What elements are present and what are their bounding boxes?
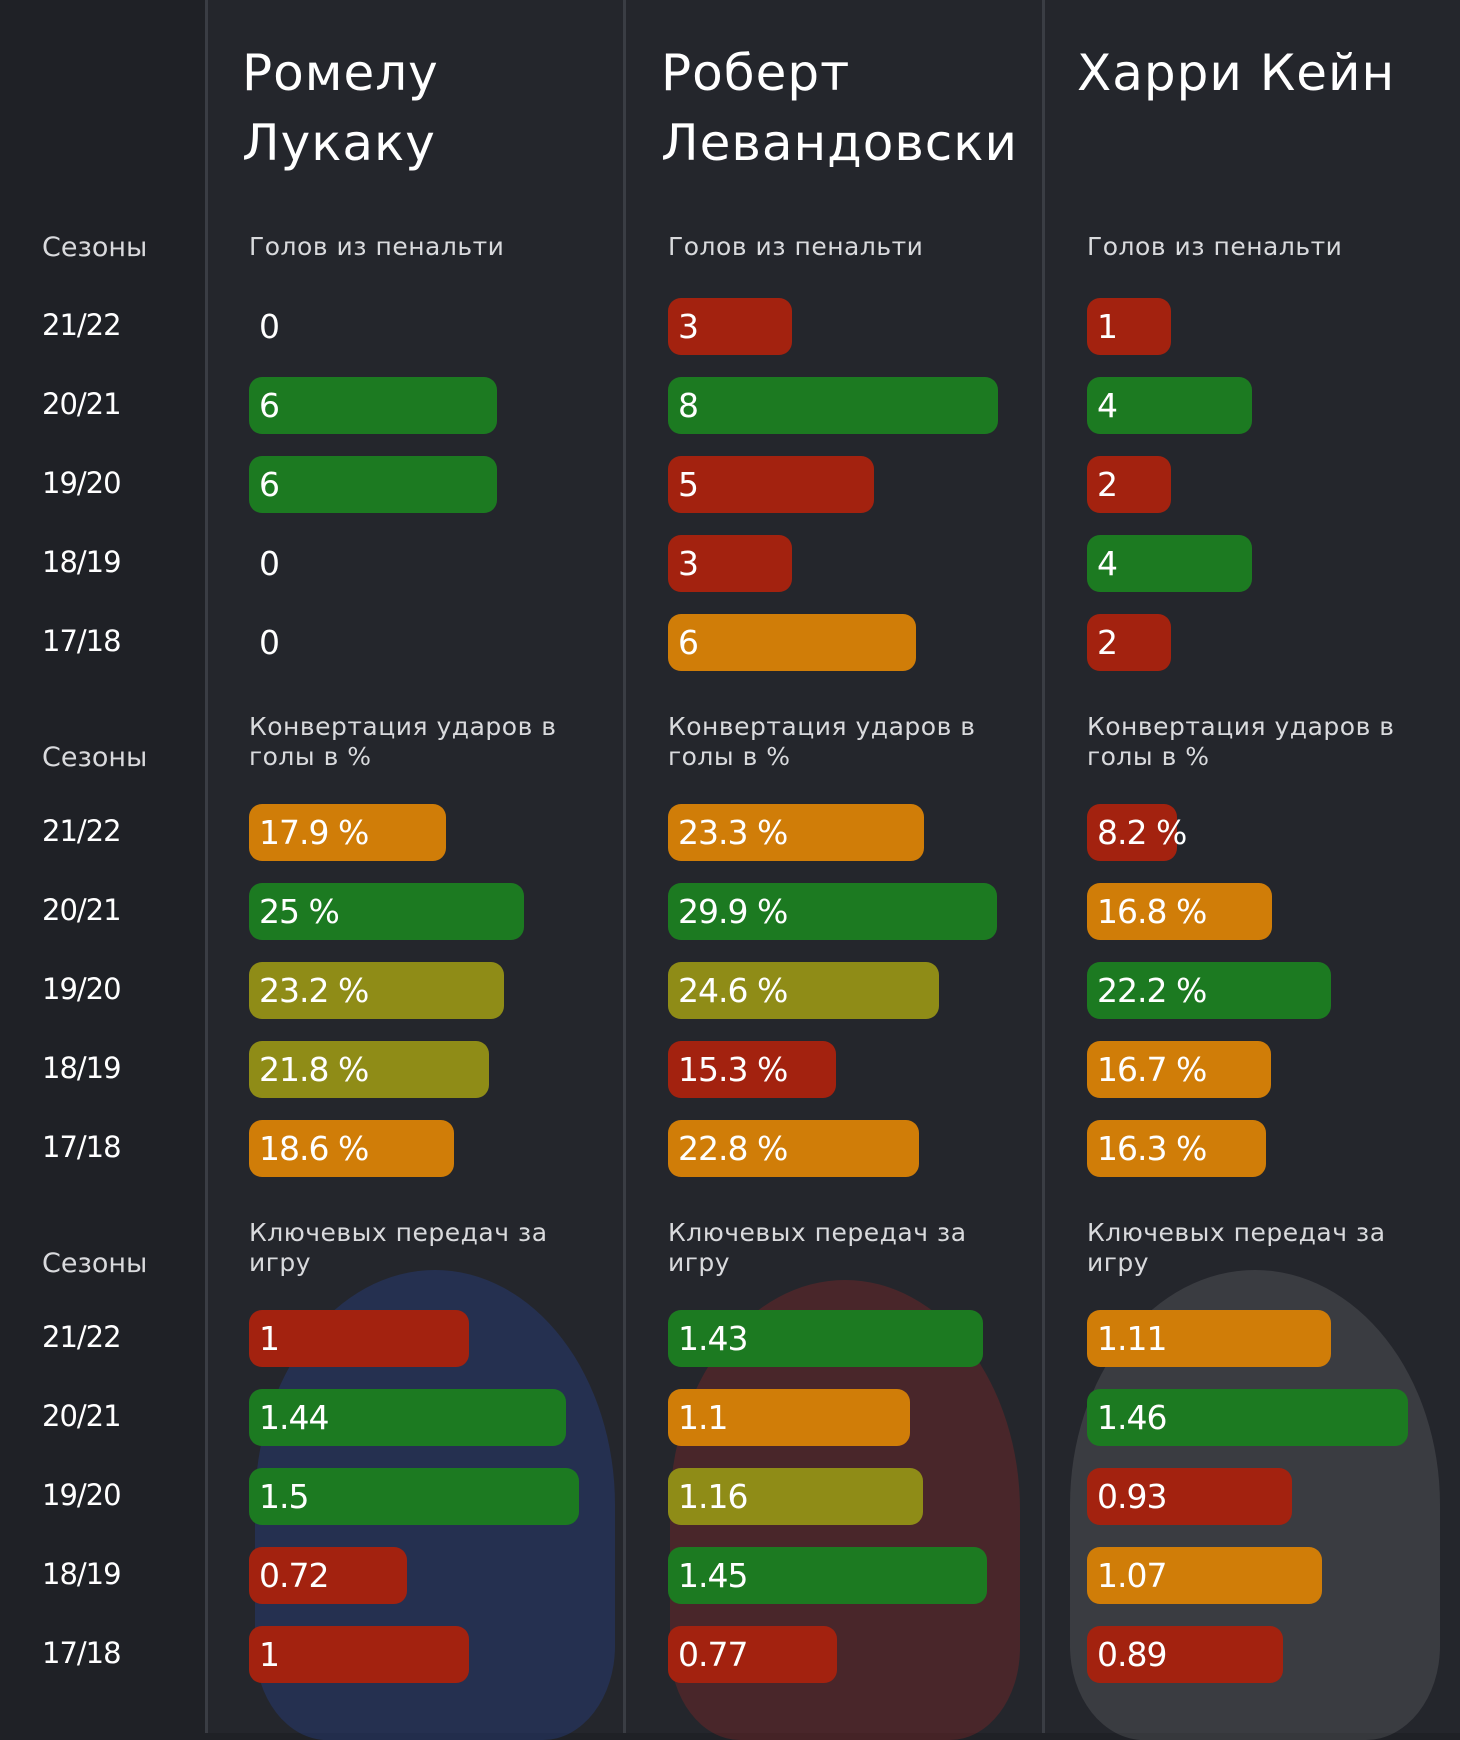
column-divider	[623, 0, 626, 1733]
stat-bar: 23.3 %	[668, 804, 924, 861]
stat-bar: 2	[1087, 456, 1171, 513]
season-label: 18/19	[42, 1557, 122, 1591]
stat-bar: 1	[1087, 298, 1171, 355]
stat-bar: 22.2 %	[1087, 962, 1331, 1019]
season-header: Сезоны	[42, 232, 148, 263]
stat-bar: 6	[249, 456, 497, 513]
stat-bar: 1.1	[668, 1389, 910, 1446]
season-label: 17/18	[42, 1636, 122, 1670]
metric-title: Ключевых передач за игру	[249, 1218, 548, 1277]
metric-title: Голов из пенальти	[1087, 232, 1343, 261]
stat-bar: 25 %	[249, 883, 524, 940]
season-label: 21/22	[42, 308, 122, 342]
stat-bar: 22.8 %	[668, 1120, 919, 1177]
metric-title: Голов из пенальти	[249, 232, 505, 261]
metric-title: Голов из пенальти	[668, 232, 924, 261]
stat-bar: 0.89	[1087, 1626, 1283, 1683]
stat-bar: 4	[1087, 535, 1252, 592]
stat-bar: 1.43	[668, 1310, 983, 1367]
stat-bar: 1.07	[1087, 1547, 1322, 1604]
stat-bar: 1.5	[249, 1468, 579, 1525]
stat-bar: 1	[249, 1310, 469, 1367]
season-label: 19/20	[42, 972, 122, 1006]
stat-bar: 29.9 %	[668, 883, 997, 940]
season-label: 19/20	[42, 1478, 122, 1512]
stat-bar: 18.6 %	[249, 1120, 454, 1177]
stat-bar: 8.2 %	[1087, 804, 1187, 861]
stat-bar: 16.8 %	[1087, 883, 1272, 940]
metric-title: Ключевых передач за игру	[1087, 1218, 1386, 1277]
stat-bar: 8	[668, 377, 998, 434]
column-divider	[205, 0, 208, 1733]
season-label: 20/21	[42, 1399, 122, 1433]
stat-bar: 6	[668, 614, 916, 671]
stat-bar: 1.44	[249, 1389, 566, 1446]
season-label: 20/21	[42, 893, 122, 927]
stat-bar: 6	[249, 377, 497, 434]
stat-bar: 1	[249, 1626, 469, 1683]
stat-bar: 0	[259, 623, 280, 662]
season-label: 19/20	[42, 466, 122, 500]
stat-bar: 0.72	[249, 1547, 407, 1604]
metric-title: Конвертация ударов в голы в %	[1087, 712, 1395, 771]
stat-bar: 24.6 %	[668, 962, 939, 1019]
metric-title: Конвертация ударов в голы в %	[249, 712, 557, 771]
season-header: Сезоны	[42, 1248, 148, 1279]
stat-bar: 23.2 %	[249, 962, 504, 1019]
stat-bar: 3	[668, 535, 792, 592]
season-label: 18/19	[42, 545, 122, 579]
stat-bar: 2	[1087, 614, 1171, 671]
stat-bar: 1.45	[668, 1547, 987, 1604]
stat-bar: 15.3 %	[668, 1041, 836, 1098]
stat-bar: 0	[259, 307, 280, 346]
stat-bar: 1.11	[1087, 1310, 1331, 1367]
season-label: 20/21	[42, 387, 122, 421]
stat-bar: 1.16	[668, 1468, 923, 1525]
stat-bar: 1.46	[1087, 1389, 1408, 1446]
stat-bar: 16.7 %	[1087, 1041, 1271, 1098]
season-label: 21/22	[42, 814, 122, 848]
stat-bar: 17.9 %	[249, 804, 446, 861]
stat-bar: 0.77	[668, 1626, 837, 1683]
season-label: 17/18	[42, 624, 122, 658]
stat-bar: 0	[259, 544, 280, 583]
stat-bar: 4	[1087, 377, 1252, 434]
stat-bar: 16.3 %	[1087, 1120, 1266, 1177]
season-label: 18/19	[42, 1051, 122, 1085]
column-divider	[1042, 0, 1045, 1733]
stat-bar: 5	[668, 456, 874, 513]
player-name: Роберт Левандовски	[661, 44, 1018, 172]
stat-bar: 0.93	[1087, 1468, 1292, 1525]
season-header: Сезоны	[42, 742, 148, 773]
season-label: 17/18	[42, 1130, 122, 1164]
stat-bar: 3	[668, 298, 792, 355]
metric-title: Конвертация ударов в голы в %	[668, 712, 976, 771]
stat-bar: 21.8 %	[249, 1041, 489, 1098]
metric-title: Ключевых передач за игру	[668, 1218, 967, 1277]
player-name: Ромелу Лукаку	[242, 44, 439, 172]
season-label: 21/22	[42, 1320, 122, 1354]
player-name: Харри Кейн	[1077, 44, 1396, 102]
